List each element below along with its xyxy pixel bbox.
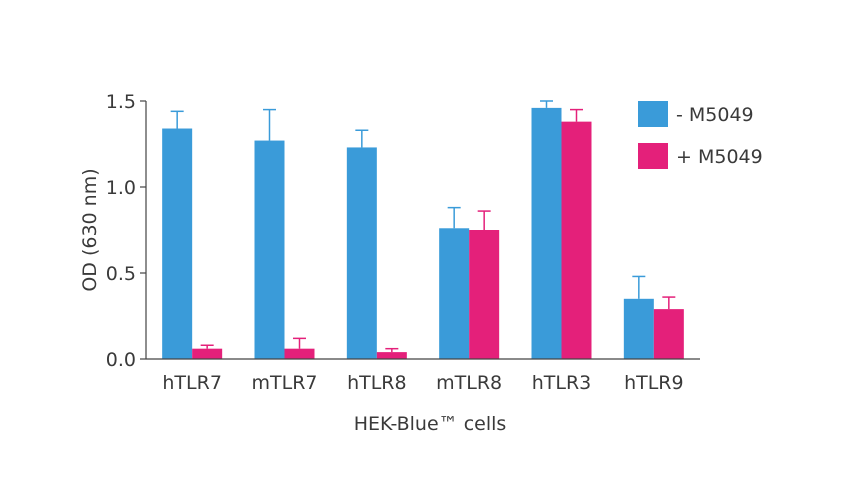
x-tick-label: hTLR7 [162, 372, 222, 394]
x-tick-label: hTLR8 [347, 372, 407, 394]
bar-plus-m5049-htlr8 [376, 352, 407, 359]
legend: - M5049 + M5049 [638, 101, 763, 169]
y-tick-label: 0.0 [106, 349, 136, 371]
legend-swatch-plus-m5049 [638, 143, 668, 169]
x-tick-label: mTLR7 [252, 372, 318, 394]
x-ticks-group: hTLR7 mTLR7 hTLR8 mTLR8 hTLR3 hTLR9 [162, 372, 683, 394]
bar-minus-m5049-mtlr8 [439, 228, 470, 359]
axes-group [145, 101, 700, 360]
bar-plus-m5049-htlr9 [653, 309, 684, 359]
y-ticks-group: 0.0 0.5 1.0 1.5 [106, 91, 146, 371]
bar-minus-m5049-mtlr7 [254, 140, 285, 359]
y-axis-label: OD (630 nm) [79, 168, 101, 291]
bar-plus-m5049-htlr7 [192, 348, 223, 359]
bar-minus-m5049-htlr8 [346, 147, 377, 359]
bar-minus-m5049-htlr7 [162, 128, 193, 359]
bar-minus-m5049-htlr9 [623, 298, 654, 359]
legend-label-minus-m5049: - M5049 [676, 104, 754, 126]
bar-plus-m5049-htlr3 [561, 121, 592, 359]
x-tick-label: mTLR8 [436, 372, 502, 394]
legend-swatch-minus-m5049 [638, 101, 668, 127]
bar-minus-m5049-htlr3 [531, 107, 562, 359]
y-tick-label: 1.5 [106, 91, 136, 113]
x-axis-label: HEK-Blue™ cells [354, 413, 507, 435]
bar-plus-m5049-mtlr8 [469, 230, 500, 359]
x-tick-label: hTLR9 [624, 372, 684, 394]
y-tick-label: 0.5 [106, 263, 136, 285]
error-bars-group [170, 100, 676, 353]
x-tick-label: hTLR3 [532, 372, 592, 394]
y-tick-label: 1.0 [106, 177, 136, 199]
bar-plus-m5049-mtlr7 [284, 348, 315, 359]
legend-label-plus-m5049: + M5049 [676, 146, 763, 168]
bars-group [162, 107, 684, 359]
